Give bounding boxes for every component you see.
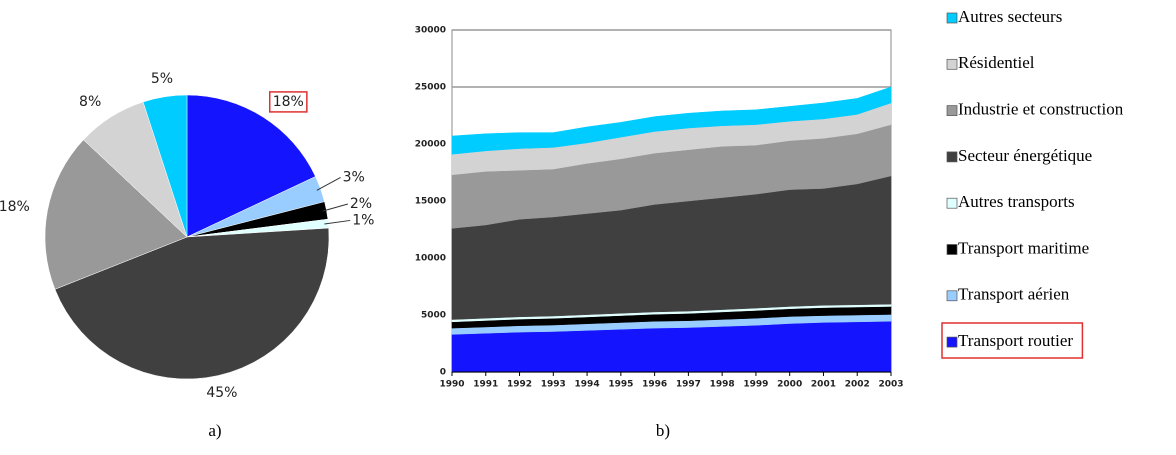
y-tick-label: 25000 — [415, 83, 446, 93]
y-tick-label: 5000 — [421, 311, 446, 321]
highlight-box — [941, 322, 1084, 359]
caption: b) — [656, 421, 670, 440]
x-tick-label: 1991 — [473, 380, 498, 390]
leader-line — [322, 203, 349, 212]
pie-label: 18% — [0, 199, 30, 215]
pie-slice — [44, 139, 188, 290]
legend-label: Transport routier — [958, 331, 1073, 350]
x-tick-label: 1999 — [743, 380, 768, 390]
y-tick-label: 30000 — [415, 26, 446, 36]
legend-label: Secteur énergétique — [958, 146, 1092, 165]
legend-swatch — [946, 58, 958, 70]
legend-swatch — [946, 290, 958, 302]
x-tick-label: 1995 — [608, 380, 633, 390]
legend-label: Résidentiel — [958, 53, 1035, 72]
x-tick-label: 1998 — [710, 380, 735, 390]
legend-swatch — [946, 244, 958, 255]
leader-line — [316, 176, 341, 191]
pie-label: 8% — [79, 94, 101, 110]
x-tick-label: 1990 — [439, 380, 464, 390]
pie-label: 1% — [352, 212, 374, 228]
y-tick-label: 20000 — [415, 140, 446, 150]
x-tick-label: 2000 — [777, 380, 802, 390]
x-tick-label: 1992 — [507, 380, 532, 390]
x-tick-label: 1993 — [541, 380, 566, 390]
legend-label: Industrie et construction — [958, 100, 1124, 119]
leader-line — [324, 219, 351, 225]
pie-label: 5% — [151, 71, 173, 87]
x-tick-label: 2001 — [811, 380, 836, 390]
x-tick-label: 1997 — [676, 380, 701, 390]
legend-label: Autres transports — [958, 192, 1075, 211]
legend-swatch — [946, 197, 958, 209]
area — [451, 86, 892, 155]
pie-slice — [186, 94, 316, 238]
legend-swatch — [946, 151, 958, 163]
legend-label: Transport maritime — [958, 238, 1089, 257]
pie-slice — [54, 227, 330, 380]
pie-slice — [142, 94, 188, 238]
pie-label: 18% — [273, 94, 304, 110]
legend-label: Autres secteurs — [958, 7, 1062, 26]
highlight-box — [268, 91, 308, 113]
x-tick-label: 2003 — [878, 380, 903, 390]
pie-label: 3% — [343, 169, 365, 185]
legend-label: Transport aérien — [958, 285, 1070, 304]
legend-swatch — [946, 105, 958, 116]
x-tick-label: 2002 — [845, 380, 870, 390]
y-tick-label: 0 — [440, 368, 446, 378]
pie-label: 45% — [206, 385, 237, 401]
y-tick-label: 10000 — [415, 254, 446, 264]
x-tick-label: 1996 — [642, 380, 667, 390]
legend-swatch — [946, 12, 958, 24]
pie-label: 2% — [350, 196, 372, 212]
legend-swatch — [946, 336, 958, 348]
caption: a) — [208, 421, 221, 440]
x-tick-label: 1994 — [575, 380, 600, 390]
y-tick-label: 15000 — [415, 197, 446, 207]
